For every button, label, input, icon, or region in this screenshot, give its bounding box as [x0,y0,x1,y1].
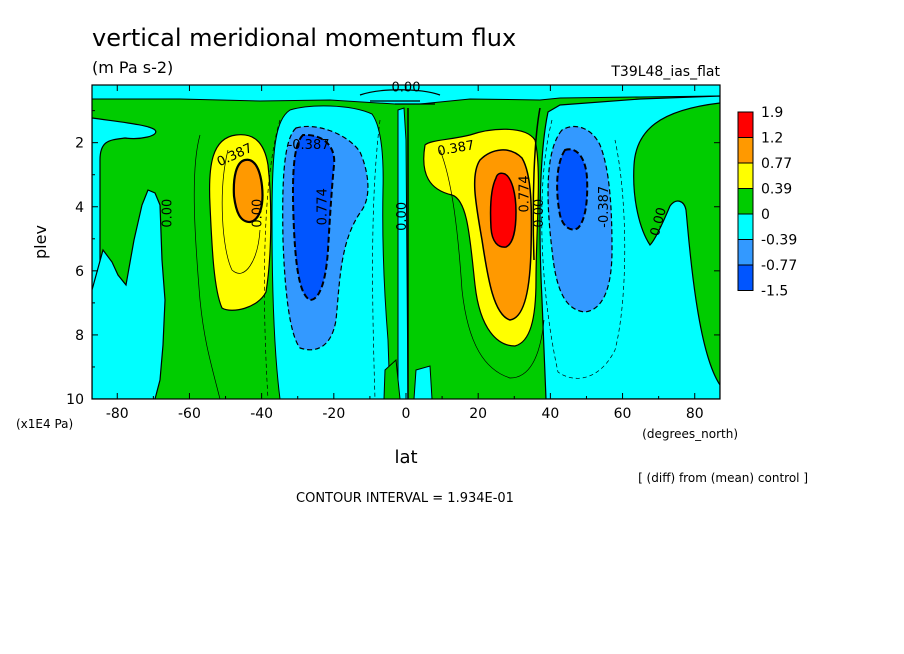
y-tick-label: 4 [75,200,84,216]
plot-area [92,85,720,399]
x-tick-label: -60 [178,406,201,422]
colorbar-label: 1.9 [761,105,783,121]
contour-line [264,119,281,399]
colorbar-label: -1.5 [761,284,788,300]
contour-interval: CONTOUR INTERVAL = 1.934E-01 [296,491,514,506]
contour-label: 0.387 [436,138,475,159]
colorbar-swatch [737,188,754,215]
region-nh-darkblue [556,148,589,231]
contour-label: 0.774 [518,175,533,212]
contour-line [221,149,261,274]
region-south-polar-cyan [92,189,166,399]
y-axis-units: (x1E4 Pa) [16,417,73,431]
colorbar-swatch [737,264,754,291]
contour-label: -0.387 [288,138,330,153]
region-sh-orange [232,158,264,224]
y-tick-label: 10 [66,392,84,408]
colorbar-swatch [737,162,754,189]
region-equator-green [383,358,401,399]
contour-label: -0.387 [597,186,612,228]
region-sh-darkblue [291,133,336,302]
contour-label: 0.00 [251,199,266,228]
x-axis-label: lat [394,447,417,468]
x-tick-label: 60 [614,406,632,422]
y-axis-label: plev [31,225,50,259]
contour-label: 0.00 [532,199,547,228]
run-label: T39L48_ias_flat [610,64,720,80]
y-tick-label: 6 [75,264,84,280]
contour-line [541,119,626,379]
contour-line [372,119,381,399]
x-tick-label: 20 [469,406,487,422]
colorbar-label: 0.77 [761,156,792,172]
contour-label: 0.00 [648,206,670,238]
region-nh-red [489,172,517,248]
x-axis-units: (degrees_north) [642,427,738,441]
colorbar-label: 1.2 [761,131,783,147]
x-tick-label: 0 [402,406,411,422]
x-tick-label: -40 [250,406,273,422]
colorbar-label: 0.39 [761,182,792,198]
x-tick-label: 80 [686,406,704,422]
contour-label: 0.774 [316,188,331,225]
contour-label: 0.00 [160,199,175,228]
contour-line [532,107,541,261]
contour-line [439,149,545,379]
contour-line [359,89,441,105]
contour-label: 0.00 [395,202,410,231]
contour-line [193,134,221,399]
colorbar-swatch [737,111,754,138]
y-axis: 2 4 6 8 10 [66,110,720,408]
chart-units: (m Pa s-2) [92,58,173,77]
x-tick-label: -20 [322,406,345,422]
region-equator-cyan-2 [413,365,433,399]
colorbar-label: -0.77 [761,258,797,274]
x-tick-label: -80 [106,406,129,422]
y-tick-label: 2 [75,136,84,152]
colorbar-label: 0 [761,207,770,223]
colorbar-swatch [737,137,754,164]
colorbar-label: -0.39 [761,233,797,249]
colorbar: 1.9 1.2 0.77 0.39 0 -0.39 -0.77 -1.5 [737,105,797,300]
y-tick-label: 8 [75,328,84,344]
comparison-note: [ (diff) from (mean) control ] [638,471,808,485]
region-equator-cyan [397,107,409,399]
x-tick-label: 40 [541,406,559,422]
x-axis: -80 -60 -40 -20 0 20 40 60 80 [106,85,704,422]
chart-title: vertical meridional momentum flux [92,24,516,52]
colorbar-swatch [737,213,754,240]
colorbar-swatch [737,239,754,266]
